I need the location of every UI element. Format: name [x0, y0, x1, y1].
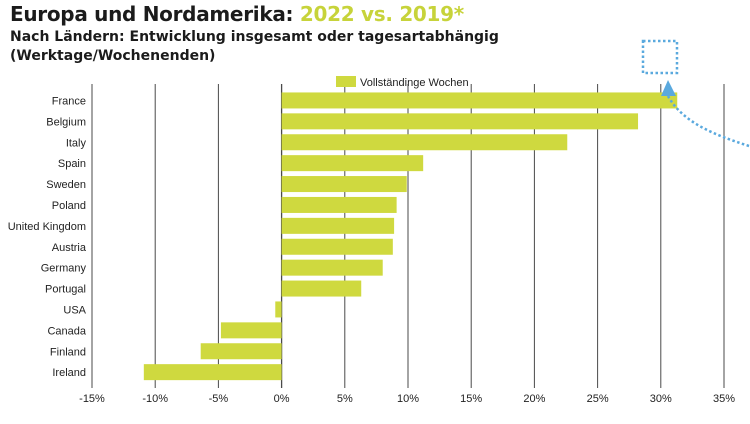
category-label: Ireland [52, 367, 86, 379]
bar [281, 155, 424, 172]
gridlines [91, 84, 725, 388]
chart-title: Europa und Nordamerika: 2022 vs. 2019* [10, 2, 464, 26]
x-tick-label: 30% [650, 393, 672, 405]
category-label: Poland [52, 200, 86, 212]
bar [281, 176, 407, 193]
category-label: Austria [52, 242, 87, 254]
category-label: Canada [47, 325, 86, 337]
category-label: USA [63, 304, 86, 316]
category-label: France [52, 95, 86, 107]
x-tick-label: -5% [209, 393, 229, 405]
annotation-highlight [641, 39, 750, 148]
bar [281, 196, 397, 213]
bar [281, 217, 395, 234]
x-tick-label: 10% [397, 393, 419, 405]
bar [200, 343, 282, 360]
x-axis-ticks: -15% -10% -5% 0% 5% 10% 15% 20% 25% 30% 35% [79, 393, 735, 405]
legend-swatch [336, 76, 356, 87]
x-tick-label: 25% [587, 393, 609, 405]
bar [281, 238, 393, 255]
chart-subtitle-line2: (Werktage/Wochenenden) [10, 48, 216, 64]
highlight-box [641, 39, 679, 75]
chart-subtitle-line1: Nach Ländern: Entwicklung insgesamt oder… [10, 29, 499, 45]
category-label: Belgium [46, 116, 86, 128]
bar [281, 134, 568, 151]
title-accent: 2022 vs. 2019* [299, 2, 464, 26]
legend: Vollständinge Wochen [336, 76, 469, 89]
x-tick-label: -15% [79, 393, 105, 405]
arrow-head-icon [661, 80, 676, 96]
category-label: Portugal [45, 284, 86, 296]
category-label: Sweden [46, 179, 86, 191]
x-tick-label: 15% [460, 393, 482, 405]
bar [281, 113, 639, 130]
bar [275, 301, 282, 318]
x-tick-label: -10% [142, 393, 168, 405]
bar [281, 92, 678, 109]
bars [143, 92, 678, 381]
x-tick-label: 0% [274, 393, 290, 405]
bar [143, 364, 282, 381]
category-label: Finland [50, 346, 86, 358]
x-tick-label: 35% [713, 393, 735, 405]
highlight-connector [666, 95, 750, 148]
category-labels: France Belgium Italy Spain Sweden Poland Unite… [8, 95, 87, 379]
bar [281, 259, 383, 276]
x-tick-label: 20% [523, 393, 545, 405]
category-label: Germany [41, 263, 87, 275]
category-label: Spain [58, 158, 86, 170]
category-label: Italy [66, 137, 87, 149]
bar [220, 322, 282, 339]
category-label: United Kingdom [8, 221, 86, 233]
bar [281, 280, 362, 297]
legend-label: Vollständinge Wochen [360, 77, 469, 89]
title-main: Europa und Nordamerika: [10, 2, 294, 26]
x-tick-label: 5% [337, 393, 353, 405]
